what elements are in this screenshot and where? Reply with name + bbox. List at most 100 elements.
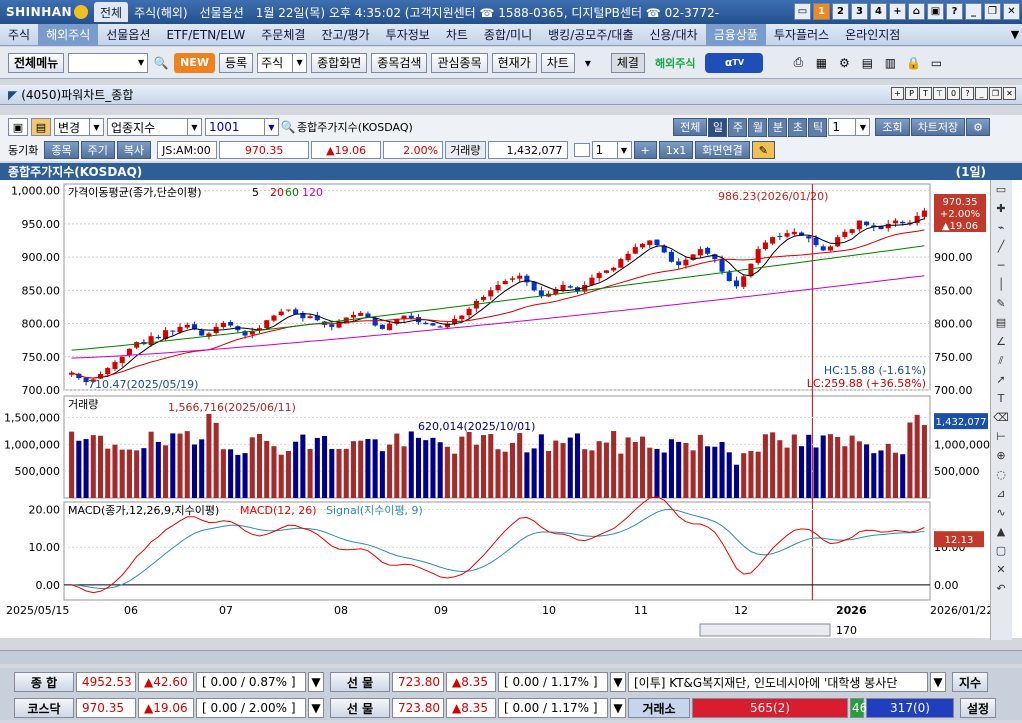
all-menu-button[interactable]: 전체메뉴 <box>8 52 65 73</box>
current-price-button[interactable]: 현재가 <box>491 52 537 73</box>
close-icon[interactable]: ✕ <box>1003 87 1016 100</box>
sync-copy-tab[interactable]: 복사 <box>116 141 152 159</box>
lock-icon[interactable]: ▣ <box>927 3 944 20</box>
pin-icon[interactable]: P <box>905 87 918 100</box>
register-button[interactable]: 등록 <box>219 52 254 73</box>
menu-item-3[interactable]: ETF/ETN/ELW <box>166 27 246 42</box>
chart-svg[interactable]: 1,000.00950.00950.00900.00900.00850.0085… <box>0 180 993 638</box>
window-3-button[interactable]: 3 <box>851 3 868 20</box>
combined-screen-button[interactable]: 종합화면 <box>311 52 368 73</box>
row2-dropdown-2[interactable]: ▼ <box>610 698 626 718</box>
wave-icon[interactable]: ∿ <box>996 506 1006 519</box>
angle-icon[interactable]: ∠ <box>996 335 1006 348</box>
chart-button[interactable]: 차트 <box>540 52 575 73</box>
overseas-stock-link[interactable]: 해외주식 <box>654 56 696 70</box>
gear-icon[interactable]: ⚙ <box>839 55 850 70</box>
change-select[interactable]: 변경 ▼ <box>54 118 104 136</box>
menu-item-1[interactable]: 해외주식 <box>38 23 99 46</box>
period-tick[interactable]: 틱 <box>808 117 828 137</box>
period-minute[interactable]: 분 <box>768 117 788 137</box>
layout-icon[interactable]: ▣ <box>8 118 28 136</box>
restore-icon[interactable]: ❐ <box>989 87 1002 100</box>
crosshair-icon[interactable]: ✚ <box>996 202 1006 215</box>
news-dropdown[interactable]: ▼ <box>930 672 946 692</box>
trendline-icon[interactable]: ╱ <box>997 240 1005 253</box>
sync-stock-tab[interactable]: 종목 <box>44 141 79 159</box>
info-icon[interactable]: ? <box>961 87 974 100</box>
period-count-select[interactable]: 1 ▼ <box>828 118 871 136</box>
tool-icon[interactable]: T <box>919 87 932 100</box>
channel-icon[interactable]: ⫽ <box>998 353 1004 367</box>
menu-item-13[interactable]: 온라인지점 <box>845 28 901 42</box>
menu-item-9[interactable]: 뱅킹/공모주/대출 <box>548 28 634 42</box>
top-icon[interactable]: ⊤ <box>933 87 946 100</box>
index-button[interactable]: 지수 <box>952 672 988 692</box>
ruler-icon[interactable]: ⊢ <box>996 430 1006 443</box>
lock-icon[interactable]: 🔒 <box>905 55 921 70</box>
settle-button[interactable]: 체결 <box>610 52 645 73</box>
sync-period-tab[interactable]: 주기 <box>80 141 115 159</box>
row2-dropdown[interactable]: ▼ <box>308 698 324 718</box>
period-all[interactable]: 전체 <box>673 118 708 136</box>
row1-dropdown[interactable]: ▼ <box>308 672 324 692</box>
marker-icon[interactable]: ▲ <box>996 525 1006 538</box>
screen-icon[interactable]: ▤ <box>861 55 874 70</box>
tab-overseas-stock[interactable]: 주식(해외) <box>134 5 188 20</box>
monitor-icon[interactable]: ▭ <box>794 3 811 20</box>
save-icon[interactable]: ▤ <box>31 118 51 136</box>
period-day[interactable]: 일 <box>708 117 728 137</box>
watchlist-button[interactable]: 관심종목 <box>431 52 488 73</box>
menu-item-2[interactable]: 선물옵션 <box>106 28 151 42</box>
cursor-icon[interactable]: ▭ <box>995 183 1007 196</box>
chevron-down-icon[interactable]: ▾ <box>584 55 591 70</box>
stock-search-button[interactable]: 종목검색 <box>371 52 428 73</box>
help-icon[interactable]: ? <box>946 3 963 20</box>
magnet-icon[interactable]: ⌁ <box>997 221 1005 234</box>
zoom-icon[interactable]: ⊕ <box>996 449 1006 462</box>
zero-icon[interactable]: 0 <box>947 87 960 100</box>
index-type-select[interactable]: 업종지수 ▼ <box>107 118 202 136</box>
checkbox[interactable] <box>573 143 590 157</box>
search-icon[interactable]: 🔍 <box>280 120 296 134</box>
menu-item-11[interactable]: 금융상품 <box>705 23 766 46</box>
text-icon[interactable]: T <box>997 392 1005 405</box>
cycle-icon[interactable]: ◌ <box>996 468 1006 481</box>
minimize-icon[interactable]: _ <box>965 3 982 20</box>
query-button[interactable]: 조회 <box>875 118 910 136</box>
menu-item-12[interactable]: 투자플러스 <box>773 28 830 42</box>
alpha-tv-button[interactable]: α TV <box>705 52 764 73</box>
box-icon[interactable]: ▢ <box>995 544 1007 557</box>
period-month[interactable]: 월 <box>748 117 768 137</box>
screen-link-button[interactable]: 화면연결 <box>695 141 750 159</box>
code-input[interactable]: 1001 ▼ <box>205 118 279 136</box>
folder-icon[interactable]: ▭ <box>930 55 943 70</box>
add-icon[interactable]: + <box>891 87 904 100</box>
window-1-button[interactable]: 1 <box>813 3 830 20</box>
menu-search-input[interactable]: ▼ <box>68 52 149 73</box>
period-week[interactable]: 주 <box>728 117 748 137</box>
tab-all[interactable]: 전체 <box>94 2 129 22</box>
chart-area[interactable]: 1,000.00950.00950.00900.00900.00850.0085… <box>0 180 1022 638</box>
news-ticker[interactable]: [이투] KT&G복지재단, 인도네시아에 '대학생 봉사단 <box>628 672 928 692</box>
undo-icon[interactable]: ↶ <box>996 582 1006 595</box>
period-second[interactable]: 초 <box>788 117 808 137</box>
menu-expand-icon[interactable]: ▼ <box>1010 28 1020 41</box>
row1-dropdown-2[interactable]: ▼ <box>610 672 626 692</box>
window-add-button[interactable]: + <box>889 3 906 20</box>
minimize-icon[interactable]: _ <box>975 87 988 100</box>
menu-item-10[interactable]: 신용/대차 <box>649 28 698 42</box>
settings-gear-icon[interactable]: ⚙ <box>966 118 990 136</box>
search-icon[interactable]: 🔍 <box>153 55 169 70</box>
stock-select[interactable]: 주식 ▼ <box>257 52 308 73</box>
menu-item-5[interactable]: 잔고/평가 <box>321 28 370 42</box>
count-select[interactable]: 1 ▼ <box>591 141 632 159</box>
calculator-icon[interactable]: ▦ <box>815 55 828 70</box>
menu-item-8[interactable]: 종합/미니 <box>483 28 533 42</box>
pen-icon[interactable]: ✎ <box>996 297 1006 310</box>
erase-icon[interactable]: ⌫ <box>993 411 1009 424</box>
print-icon[interactable]: ⎙ <box>793 55 804 69</box>
window-4-button[interactable]: 4 <box>870 3 887 20</box>
delete-icon[interactable]: ✕ <box>996 563 1006 576</box>
restore-icon[interactable]: ❐ <box>984 3 1001 20</box>
gann-icon[interactable]: ⊿ <box>996 487 1006 500</box>
